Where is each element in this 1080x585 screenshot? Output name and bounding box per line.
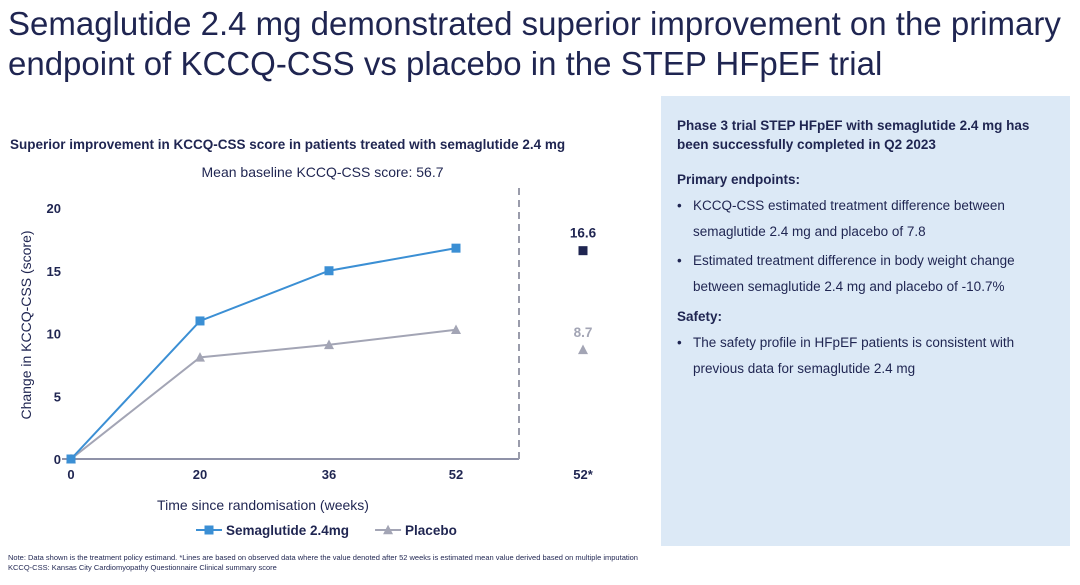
y-tick-label: 15	[47, 264, 61, 279]
semaglutide-2-4mg-point	[195, 316, 205, 326]
y-axis-label: Change in KCCQ-CSS (score)	[18, 230, 34, 419]
placebo-estimated-label: 8.7	[574, 325, 593, 340]
x-tick-label: 20	[193, 467, 207, 482]
x-tick-label: 0	[67, 467, 74, 482]
semaglutide-2-4mg-estimated-label: 16.6	[570, 226, 597, 241]
semaglutide-2-4mg-point	[451, 243, 461, 253]
placebo-point	[195, 352, 205, 362]
list-item: Estimated treatment difference in body w…	[677, 248, 1058, 299]
x-axis-label: Time since randomisation (weeks)	[157, 497, 369, 513]
list-item: The safety profile in HFpEF patients is …	[677, 330, 1058, 381]
chart-subheading: Mean baseline KCCQ-CSS score: 56.7	[201, 164, 444, 180]
footnote-note: Note: Data shown is the treatment policy…	[8, 553, 638, 562]
safety-list: The safety profile in HFpEF patients is …	[677, 330, 1058, 381]
semaglutide-2-4mg-point	[66, 454, 76, 464]
y-tick-label: 5	[54, 389, 61, 404]
y-tick-label: 0	[54, 452, 61, 467]
semaglutide-2-4mg-line	[70, 247, 457, 460]
semaglutide-2-4mg-estimated-point	[578, 246, 588, 256]
kccq-line-chart: 0 5 10 15 20 0 20 36 52 52* Time since randomisati…	[18, 188, 597, 538]
primary-endpoints-list: KCCQ-CSS estimated treatment difference …	[677, 193, 1058, 299]
x-tick-label-estimated: 52*	[573, 467, 593, 482]
semaglutide-2-4mg-point	[324, 266, 334, 276]
y-tick-label: 20	[47, 201, 61, 216]
legend-marker-placebo	[383, 524, 394, 535]
safety-title: Safety:	[677, 309, 723, 324]
panel-heading: Phase 3 trial STEP HFpEF with semaglutid…	[677, 118, 1030, 152]
legend-marker-semaglutide-2-4mg	[204, 525, 214, 535]
page-title: Semaglutide 2.4 mg demonstrated superior…	[8, 5, 1061, 82]
legend-label-placebo: Placebo	[405, 523, 457, 538]
footnote: Note: Data shown is the treatment policy…	[8, 553, 1068, 573]
legend-label-semaglutide-2-4mg: Semaglutide 2.4mg	[226, 523, 349, 538]
info-panel: Phase 3 trial STEP HFpEF with semaglutid…	[661, 96, 1070, 546]
placebo-point	[324, 339, 334, 350]
chart-heading: Superior improvement in KCCQ-CSS score i…	[10, 137, 566, 152]
placebo-line	[70, 328, 457, 460]
x-tick-label: 52	[449, 467, 463, 482]
placebo-estimated-point	[578, 344, 588, 355]
x-tick-label: 36	[322, 467, 336, 482]
placebo-point	[451, 324, 461, 335]
list-item: KCCQ-CSS estimated treatment difference …	[677, 193, 1058, 244]
primary-endpoints-title: Primary endpoints:	[677, 172, 801, 187]
footnote-definition: KCCQ-CSS: Kansas City Cardiomyopathy Que…	[8, 563, 277, 572]
y-tick-label: 10	[47, 327, 61, 342]
